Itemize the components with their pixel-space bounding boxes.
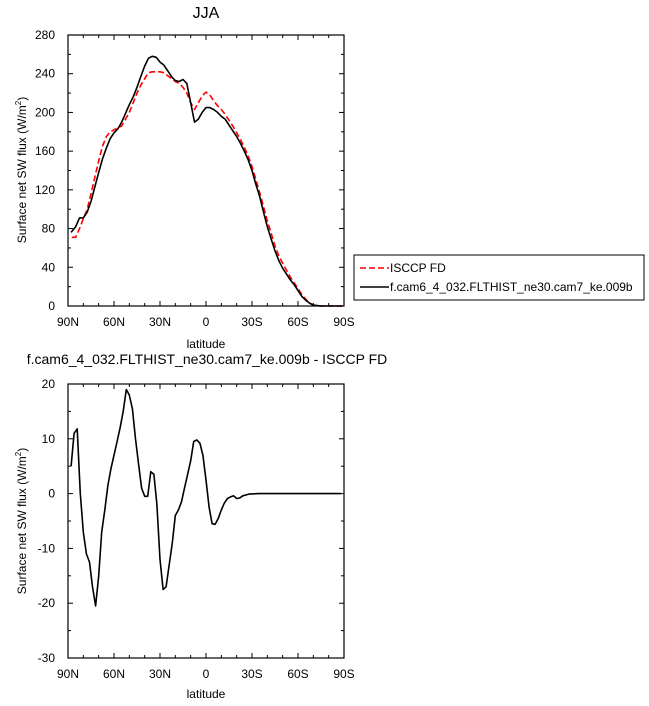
bottom-ytick-label: 0	[48, 487, 55, 501]
top-ytick-label: 240	[35, 67, 55, 81]
legend-label-isccp: ISCCP FD	[390, 261, 446, 275]
top-xtick-label: 60S	[287, 315, 308, 329]
top-xtick-label: 90N	[57, 315, 79, 329]
top-ytick-label: 200	[35, 105, 55, 119]
top-series-line-1	[70, 55, 343, 307]
bottom-series-line-0	[70, 388, 341, 607]
top-ytick-label: 280	[35, 28, 55, 42]
bottom-xtick-label: 30N	[149, 667, 171, 681]
legend-label-model: f.cam6_4_032.FLTHIST_ne30.cam7_ke.009b	[390, 280, 633, 294]
bottom-xtick-label: 90N	[57, 667, 79, 681]
top-ytick-label: 40	[42, 260, 56, 274]
top-series-line-0	[71, 71, 343, 307]
top-xtick-label: 90S	[333, 315, 354, 329]
top-plot-frame	[67, 34, 345, 307]
top-title: JJA	[193, 5, 220, 22]
top-xtick-label: 30N	[149, 315, 171, 329]
legend-box	[353, 254, 645, 301]
bottom-axis-ticks: 90N 60N 30N 0 30S 60S 90S -30 -20 -10 0 10 20	[38, 377, 355, 681]
top-xtick-label: 30S	[241, 315, 262, 329]
bottom-xtick-label: 0	[203, 667, 210, 681]
top-xlabel: latitude	[187, 337, 226, 351]
top-xtick-label: 60N	[103, 315, 125, 329]
bottom-ytick-label: -20	[38, 596, 56, 610]
bottom-xtick-label: 30S	[241, 667, 262, 681]
bottom-xlabel: latitude	[187, 687, 226, 701]
bottom-panel: f.cam6_4_032.FLTHIST_ne30.cam7_ke.009b -…	[14, 351, 387, 701]
top-ytick-label: 160	[35, 144, 55, 158]
bottom-xtick-label: 90S	[333, 667, 354, 681]
top-xtick-label: 0	[203, 315, 210, 329]
bottom-ytick-label: -30	[38, 651, 56, 665]
top-ytick-label: 0	[48, 299, 55, 313]
bottom-ytick-label: -10	[38, 541, 56, 555]
bottom-xtick-label: 60N	[103, 667, 125, 681]
top-series-lines	[70, 55, 343, 307]
top-ytick-label: 120	[35, 183, 55, 197]
bottom-ytick-label: 20	[42, 377, 56, 391]
bottom-ytick-label: 10	[42, 432, 56, 446]
top-ylabel: Surface net SW flux (W/m2)	[14, 97, 29, 243]
top-axis-ticks: 90N 60N 30N 0 30S 60S 90S 0 40 80 120 160 200 240 280	[35, 28, 355, 329]
bottom-plot-frame	[67, 383, 345, 659]
legend: ISCCP FD f.cam6_4_032.FLTHIST_ne30.cam7_…	[353, 254, 645, 301]
bottom-ylabel: Surface net SW flux (W/m2)	[14, 448, 29, 594]
top-panel: JJA 90N 60N 30N 0 30S 60S 90S 0 40 80 120 160 200 240…	[14, 5, 645, 351]
bottom-xtick-label: 60S	[287, 667, 308, 681]
top-ytick-label: 80	[42, 222, 56, 236]
bottom-series-lines	[70, 388, 341, 607]
bottom-title: f.cam6_4_032.FLTHIST_ne30.cam7_ke.009b -…	[27, 351, 388, 367]
